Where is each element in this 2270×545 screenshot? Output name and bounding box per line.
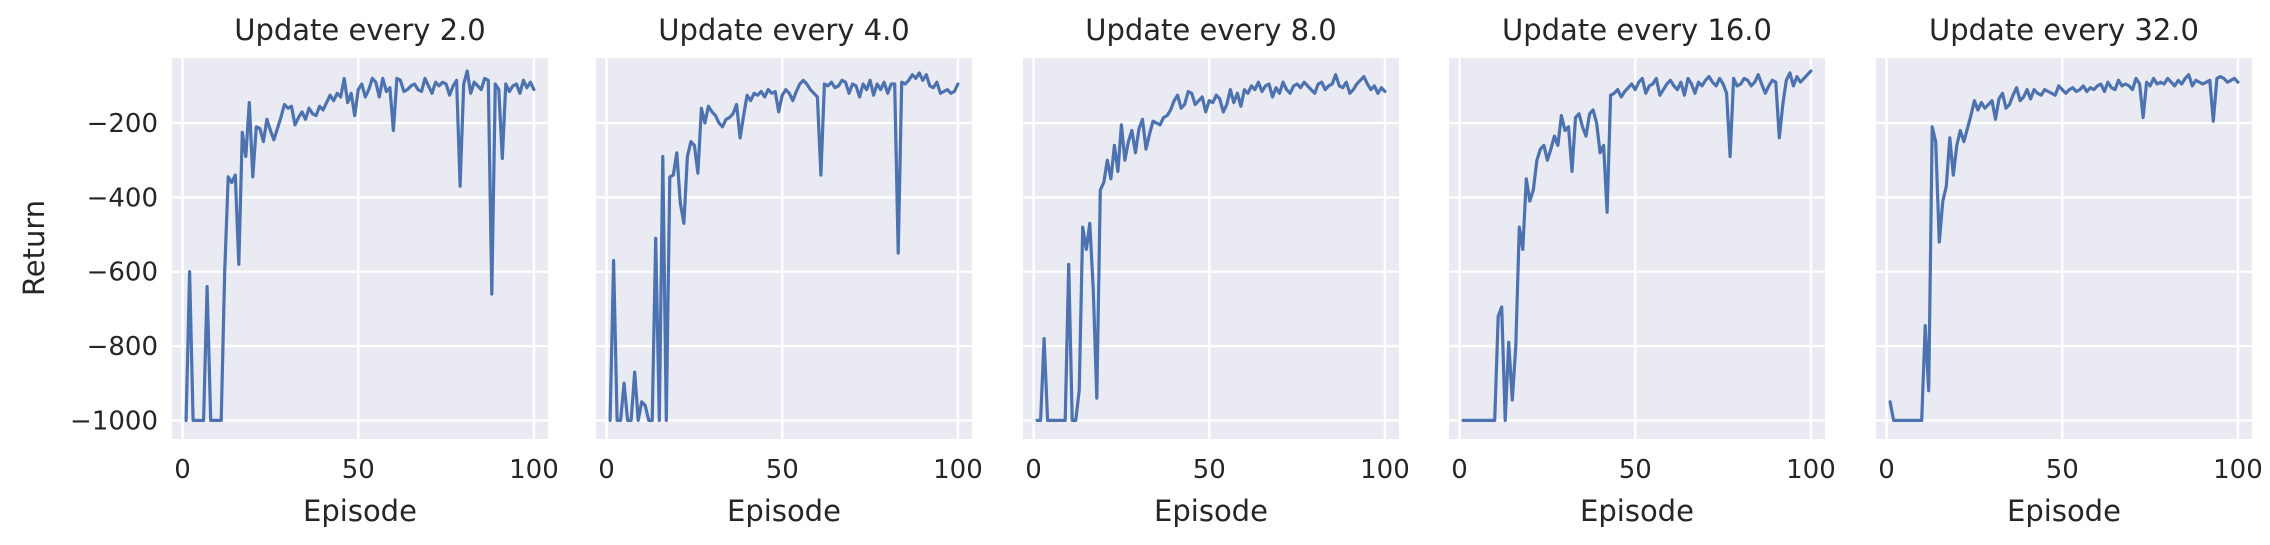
x-axis-title: Episode [2007,494,2121,528]
subplot-grid: 0 50 100 −1000 −800 −600 −400 −200 Update every … [70,13,2263,528]
subplot-title: Update every 16.0 [1502,13,1772,47]
x-tick-label: 50 [766,455,799,485]
x-tick-label: 0 [174,455,191,485]
subplot-5: 0 50 100 Update every 32.0 Episode [1876,13,2263,528]
x-tick-label: 100 [2213,455,2263,485]
subplot-title: Update every 4.0 [658,13,910,47]
subplot-title: Update every 8.0 [1085,13,1337,47]
y-tick-label: −400 [87,183,158,213]
x-tick-label: 100 [1786,455,1836,485]
subplot-3: 0 50 100 Update every 8.0 Episode [1023,13,1410,528]
return-series-line [184,69,536,422]
y-tick-label: −600 [87,258,158,288]
x-tick-label: 0 [1878,455,1895,485]
x-tick-label: 50 [1619,455,1652,485]
return-series-line [608,71,960,422]
subplot-title: Update every 32.0 [1929,13,2199,47]
return-series-line [1461,69,1813,422]
plot-area-background [1876,58,2252,439]
subplot-2: 0 50 100 Update every 4.0 Episode [596,13,983,528]
return-series-line [1035,73,1387,422]
x-tick-label: 100 [933,455,983,485]
x-tick-label: 50 [342,455,375,485]
x-tick-label: 50 [1193,455,1226,485]
x-tick-label: 100 [509,455,559,485]
subplot-4: 0 50 100 Update every 16.0 Episode [1449,13,1836,528]
x-tick-label: 0 [1451,455,1468,485]
y-tick-label: −1000 [70,406,158,436]
x-tick-label: 0 [1025,455,1042,485]
subplot-title: Update every 2.0 [234,13,486,47]
x-tick-label: 0 [598,455,615,485]
x-tick-label: 50 [2046,455,2079,485]
return-series-line [1888,73,2240,422]
x-axis-title: Episode [727,494,841,528]
y-tick-label: −200 [87,109,158,139]
x-axis-title: Episode [1580,494,1694,528]
x-tick-label: 100 [1360,455,1410,485]
x-axis-title: Episode [1154,494,1268,528]
y-tick-label: −800 [87,332,158,362]
plot-area-background [172,58,548,439]
y-axis-title: Return [17,200,51,296]
x-axis-title: Episode [303,494,417,528]
subplot-1: 0 50 100 −1000 −800 −600 −400 −200 Update every … [70,13,559,528]
